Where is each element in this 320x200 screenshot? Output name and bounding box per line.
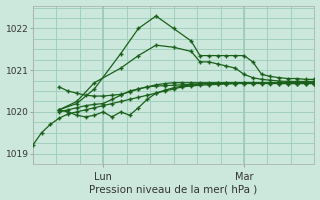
X-axis label: Pression niveau de la mer( hPa ): Pression niveau de la mer( hPa ) (90, 184, 258, 194)
